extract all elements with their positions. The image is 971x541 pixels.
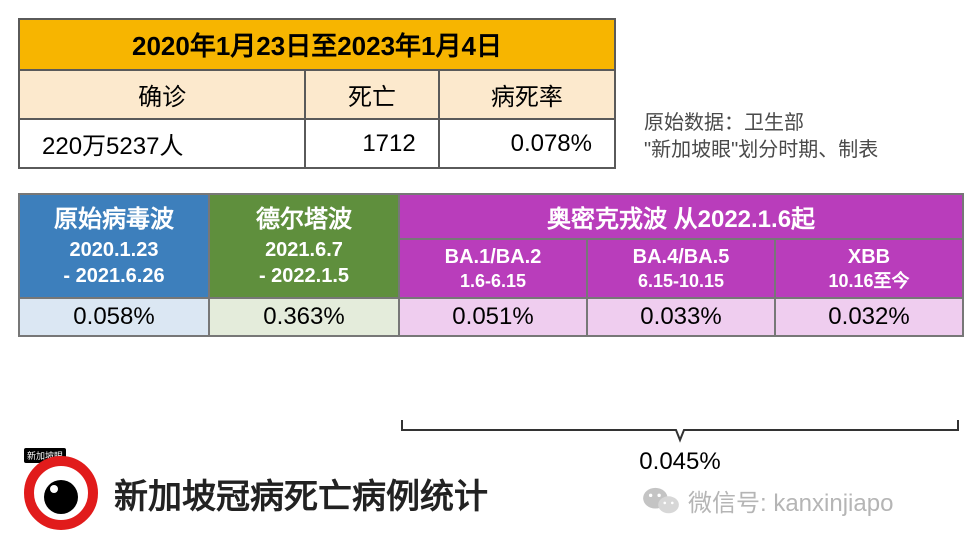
col-cfr: 病死率 <box>439 70 615 119</box>
footer-row: 新加坡眼 新加坡冠病死亡病例统计 <box>18 450 488 536</box>
wechat-label: 微信号: kanxinjiapo <box>688 483 893 518</box>
val-cfr: 0.078% <box>439 119 615 168</box>
wave-original-dates: 2020.1.23 - 2021.6.26 <box>26 237 202 289</box>
col-cases: 确诊 <box>19 70 305 119</box>
wave-original-cfr: 0.058% <box>19 298 209 336</box>
omicron-cfr-2: 0.032% <box>775 298 963 336</box>
logo-icon: 新加坡眼 <box>18 450 104 536</box>
wave-delta-header: 德尔塔波 2021.6.7 - 2022.1.5 <box>209 194 399 298</box>
omicron-sub-2: XBB 10.16至今 <box>775 239 963 298</box>
omicron-sub-0-label: BA.1/BA.2 <box>445 246 542 268</box>
col-deaths: 死亡 <box>305 70 438 119</box>
omicron-cfr-0: 0.051% <box>399 298 587 336</box>
omicron-cfr-1: 0.033% <box>587 298 775 336</box>
val-cases: 220万5237人 <box>19 119 305 168</box>
omicron-sub-1: BA.4/BA.5 6.15-10.15 <box>587 239 775 298</box>
omicron-sub-0: BA.1/BA.2 1.6-6.15 <box>399 239 587 298</box>
wechat-icon <box>642 485 680 517</box>
summary-date-range: 2020年1月23日至2023年1月4日 <box>19 19 615 70</box>
omicron-sub-2-dates: 10.16至今 <box>782 270 956 293</box>
source-line2: "新加坡眼"划分时期、制表 <box>644 137 878 164</box>
val-deaths: 1712 <box>305 119 438 168</box>
bracket-icon <box>400 418 960 450</box>
waves-table: 原始病毒波 2020.1.23 - 2021.6.26 德尔塔波 2021.6.… <box>18 193 964 337</box>
page-title: 新加坡冠病死亡病例统计 <box>114 469 488 518</box>
source-note: 原始数据：卫生部 "新加坡眼"划分时期、制表 <box>644 110 878 164</box>
wave-original-header: 原始病毒波 2020.1.23 - 2021.6.26 <box>19 194 209 298</box>
source-line1: 原始数据：卫生部 <box>644 110 878 137</box>
wave-delta-dates: 2021.6.7 - 2022.1.5 <box>216 237 392 289</box>
wave-omicron-header: 奥密克戎波 从2022.1.6起 <box>399 194 963 239</box>
omicron-sub-0-dates: 1.6-6.15 <box>406 270 580 293</box>
summary-table: 2020年1月23日至2023年1月4日 确诊 死亡 病死率 220万5237人… <box>18 18 616 169</box>
omicron-sub-1-dates: 6.15-10.15 <box>594 270 768 293</box>
omicron-sub-1-label: BA.4/BA.5 <box>633 246 730 268</box>
wave-delta-cfr: 0.363% <box>209 298 399 336</box>
wave-delta-title: 德尔塔波 <box>256 206 352 233</box>
omicron-sub-2-label: XBB <box>848 246 890 268</box>
wechat-watermark: 微信号: kanxinjiapo <box>642 483 893 518</box>
wave-original-title: 原始病毒波 <box>54 206 174 233</box>
